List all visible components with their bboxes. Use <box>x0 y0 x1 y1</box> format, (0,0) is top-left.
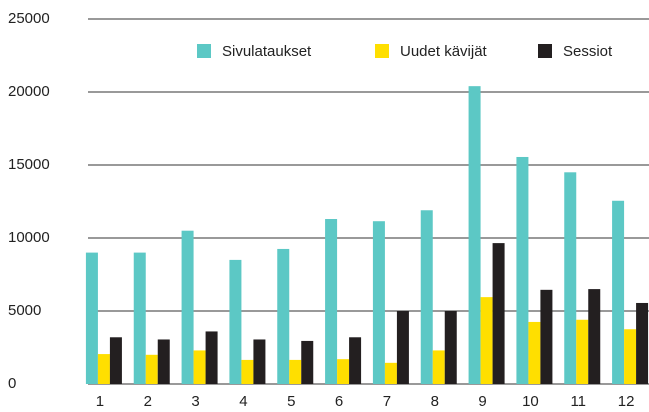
bar <box>372 221 385 384</box>
legend-label: Sessiot <box>563 43 613 60</box>
bar <box>384 362 397 384</box>
x-tick-label: 12 <box>618 393 635 410</box>
legend-swatch <box>375 44 389 58</box>
bar <box>540 289 553 384</box>
bar <box>420 210 433 384</box>
x-tick-label: 10 <box>522 393 539 410</box>
bar <box>325 219 338 384</box>
x-tick-label: 11 <box>570 393 586 410</box>
legend-swatch <box>538 44 552 58</box>
bar <box>205 331 218 384</box>
x-tick-label: 5 <box>287 393 295 410</box>
bar <box>229 259 242 384</box>
y-tick-label: 10000 <box>8 229 50 246</box>
bar <box>636 302 649 384</box>
bar <box>157 339 170 384</box>
bar <box>109 337 122 384</box>
bar <box>588 289 601 384</box>
x-tick-label: 2 <box>144 393 152 410</box>
bar <box>564 172 577 384</box>
bar <box>97 354 110 384</box>
x-tick-label: 7 <box>383 393 391 410</box>
bar <box>181 230 194 384</box>
x-tick-label: 9 <box>478 393 486 410</box>
x-tick-label: 1 <box>96 393 104 410</box>
bar <box>337 359 350 384</box>
legend-label: Sivulataukset <box>222 43 312 60</box>
x-tick-label: 6 <box>335 393 343 410</box>
bar <box>492 243 505 384</box>
legend-label: Uudet kävijät <box>400 43 488 60</box>
bar <box>253 339 266 384</box>
bar <box>289 359 302 384</box>
x-tick-label: 8 <box>431 393 439 410</box>
bar <box>396 311 409 384</box>
bar <box>133 252 146 384</box>
bar <box>528 321 541 384</box>
bar <box>301 340 314 384</box>
bar <box>612 200 625 384</box>
bar <box>85 252 98 384</box>
bar <box>193 350 206 384</box>
y-tick-label: 25000 <box>8 10 50 27</box>
y-tick-label: 5000 <box>8 302 41 319</box>
y-tick-label: 20000 <box>8 83 50 100</box>
x-tick-label: 3 <box>191 393 199 410</box>
y-tick-label: 15000 <box>8 156 50 173</box>
x-tick-label: 4 <box>239 393 247 410</box>
bar <box>576 319 589 384</box>
bar <box>516 156 529 384</box>
bar <box>480 297 493 384</box>
bar <box>624 329 637 384</box>
bar <box>444 311 457 384</box>
bar <box>277 248 290 384</box>
legend-swatch <box>197 44 211 58</box>
bar <box>349 337 362 384</box>
bar <box>145 354 158 384</box>
bar <box>241 359 254 384</box>
y-tick-label: 0 <box>8 375 16 392</box>
bar <box>468 86 481 384</box>
bar <box>432 350 445 384</box>
